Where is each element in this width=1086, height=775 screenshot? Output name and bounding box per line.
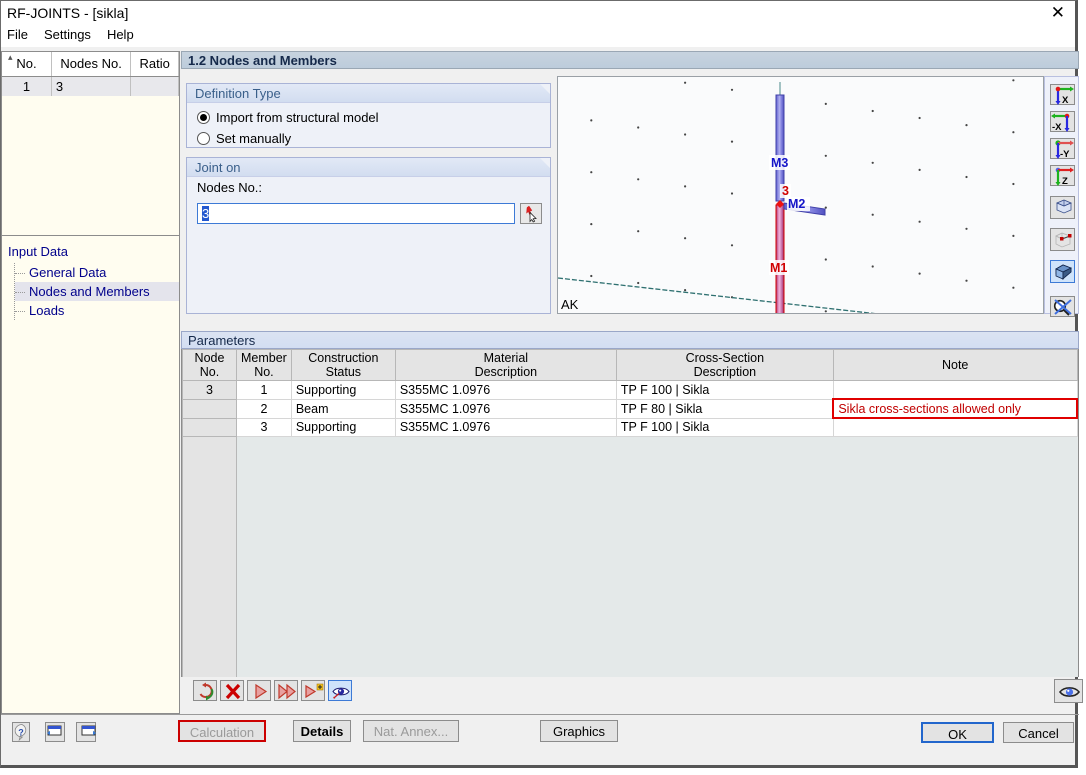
svg-text:M2: M2 <box>788 197 805 211</box>
svg-text:Z: Z <box>1062 176 1068 187</box>
svg-text:3: 3 <box>782 184 789 198</box>
svg-text:AK: AK <box>561 297 579 312</box>
svg-text:M1: M1 <box>770 261 787 275</box>
svg-text:?: ? <box>18 728 24 738</box>
svg-text:M3: M3 <box>771 156 788 170</box>
svg-text:X: X <box>1062 95 1069 106</box>
svg-text:-X: -X <box>1052 122 1062 133</box>
svg-text:-Y: -Y <box>1060 149 1070 160</box>
